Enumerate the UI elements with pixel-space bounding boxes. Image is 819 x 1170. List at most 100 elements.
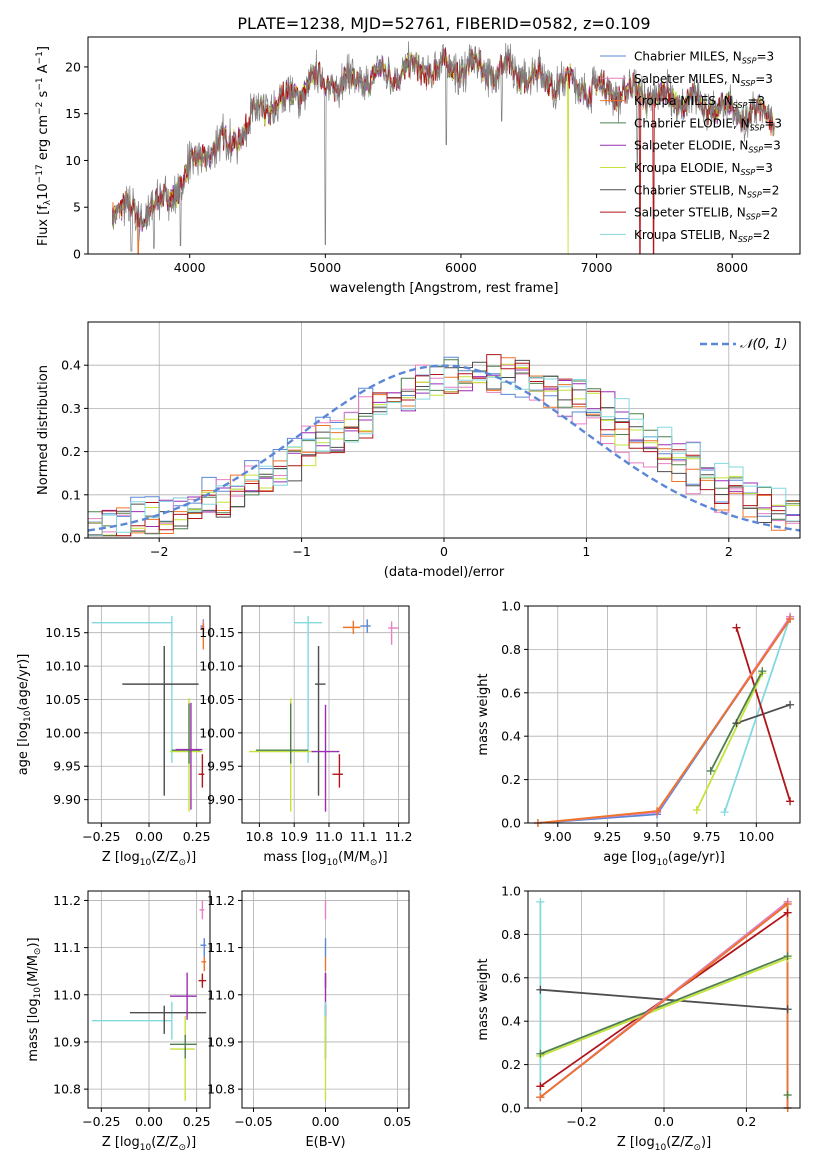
- mass-vs-ebv-panel: −0.05 0.00 0.05 10.8 10.9 11.0 11.1 11.2 E(B-V): [207, 890, 412, 1150]
- x-tick-label: −0.05: [234, 1114, 272, 1129]
- y-tick-label: 10.00: [45, 725, 81, 740]
- y-tick-label: 11.1: [53, 940, 81, 955]
- x-axis-label: wavelength [Angstrom, rest frame]: [330, 281, 559, 296]
- y-tick-label: 9.95: [53, 759, 81, 774]
- x-axis-label: Z [log10(Z/Z⊙)]: [102, 1135, 196, 1153]
- mw-marker-kroupa_stelib: [720, 808, 729, 817]
- x-tick-label: 10.8: [245, 829, 273, 844]
- y-tick-label: 9.90: [207, 792, 235, 807]
- hist-kroupa_stelib: [88, 364, 800, 537]
- x-tick-label: 11.2: [385, 829, 413, 844]
- mw-marker-kroupa_miles: [786, 615, 795, 624]
- y-tick-label: 10.9: [207, 1034, 235, 1049]
- y-tick-label: 0.4: [61, 358, 81, 373]
- y-tick-label: 9.90: [53, 792, 81, 807]
- mw-marker-salpeter_stelib: [536, 1082, 545, 1091]
- x-axis-label: age [log10(age/yr)]: [603, 850, 725, 868]
- plot-area: [91, 616, 205, 812]
- mw-marker-chabrier_elodie: [706, 766, 715, 775]
- x-tick-label: 9.50: [643, 829, 671, 844]
- x-tick-label: −1: [292, 544, 310, 559]
- legend-label-gaussian: 𝒩(0, 1): [740, 337, 787, 352]
- y-axis-label: mass weight: [476, 673, 491, 755]
- y-tick-label: 0.0: [501, 816, 521, 831]
- plot-area: [111, 41, 775, 254]
- axes-frame: [527, 605, 801, 824]
- mw-marker-chabrier_elodie: [536, 1049, 545, 1058]
- y-tick-label: 10.05: [199, 692, 235, 707]
- y-tick-label: 20: [65, 59, 81, 74]
- mw-marker-chabrier_stelib: [786, 700, 795, 709]
- mw-line-chabrier_miles: [537, 616, 791, 823]
- x-tick-label: 11.1: [350, 829, 378, 844]
- x-tick-label: 11.0: [315, 829, 343, 844]
- y-tick-label: 0: [73, 247, 81, 262]
- y-tick-label: 10.10: [45, 659, 81, 674]
- x-axis-label: (data-model)/error: [384, 565, 505, 580]
- massweight-vs-age-panel: 9.00 9.25 9.50 9.75 10.00 0.0 0.2 0.4 0.6 0.8 1.0 a…: [476, 599, 801, 868]
- y-tick-label: 10.00: [199, 725, 235, 740]
- x-axis-label: Z [log10(Z/Z⊙)]: [617, 1135, 711, 1153]
- y-tick-label: 0.2: [501, 772, 521, 787]
- y-tick-label: 10.8: [53, 1082, 81, 1097]
- y-tick-label: 10.15: [45, 625, 81, 640]
- mw-line-kroupa_stelib: [723, 616, 791, 813]
- age-vs-mass-panel: 10.8 10.9 11.0 11.1 11.2 9.90 9.95 10.00 10.05 10…: [199, 605, 413, 868]
- legend-label-salpeter_stelib: Salpeter STELIB, NSSP=2: [634, 206, 778, 222]
- x-tick-label: 0.00: [312, 1114, 340, 1129]
- x-tick-label: −2: [150, 544, 168, 559]
- legend-label-kroupa_elodie: Kroupa ELODIE, NSSP=3: [634, 161, 773, 177]
- x-tick-label: 0.00: [135, 829, 163, 844]
- y-tick-label: 0.4: [501, 729, 521, 744]
- x-tick-label: 9.25: [593, 829, 621, 844]
- mw-marker-chabrier_stelib: [783, 1005, 792, 1014]
- x-tick-label: 0.00: [135, 1114, 163, 1129]
- y-tick-label: 0.6: [501, 970, 521, 985]
- plot-area: [248, 616, 399, 812]
- legend-label-kroupa_miles: Kroupa MILES, NSSP=3: [634, 94, 765, 110]
- x-tick-label: 2: [725, 544, 733, 559]
- y-axis-label: age [log10(age/yr)]: [16, 654, 33, 776]
- mw-marker-chabrier_stelib: [732, 719, 741, 728]
- x-tick-label: 0.05: [384, 1114, 412, 1129]
- x-axis-label: E(B-V): [305, 1135, 345, 1150]
- spectrum-panel: 4000 5000 6000 7000 8000 0 5 10 15 20 wavelength […: [35, 36, 801, 296]
- y-tick-label: 0.0: [501, 1101, 521, 1116]
- hist-kroupa_elodie: [88, 363, 800, 537]
- x-tick-label: 9.00: [544, 829, 572, 844]
- mw-marker-salpeter_stelib: [783, 908, 792, 917]
- y-tick-label: 11.0: [207, 987, 235, 1002]
- y-tick-label: 10.05: [45, 692, 81, 707]
- plot-area: [539, 900, 789, 1108]
- y-tick-label: 0.6: [501, 685, 521, 700]
- mw-marker-chabrier_elodie: [783, 1090, 792, 1099]
- gaussian-curve: [88, 364, 800, 532]
- y-tick-label: 10: [65, 153, 81, 168]
- x-tick-label: 4000: [174, 260, 206, 275]
- x-tick-label: −0.25: [82, 1114, 120, 1129]
- x-tick-label: 0.25: [183, 829, 211, 844]
- x-tick-label: 0: [440, 544, 448, 559]
- spectrum-observed: [112, 41, 775, 252]
- legend-label-chabrier_stelib: Chabrier STELIB, NSSP=2: [634, 183, 779, 199]
- x-tick-label: 8000: [716, 260, 748, 275]
- mw-marker-kroupa_stelib: [536, 897, 545, 906]
- mw-marker-kroupa_miles: [653, 807, 662, 816]
- y-tick-label: 5: [73, 200, 81, 215]
- x-tick-label: 1: [582, 544, 590, 559]
- mw-line-salpeter_stelib: [735, 627, 791, 802]
- y-axis-label: Normed distribution: [36, 365, 51, 495]
- plot-area: [537, 616, 791, 823]
- y-tick-label: 11.2: [207, 893, 235, 908]
- y-tick-label: 11.2: [53, 893, 81, 908]
- x-tick-label: 9.75: [693, 829, 721, 844]
- mw-line-kroupa_elodie: [695, 672, 764, 811]
- y-tick-label: 11.1: [207, 940, 235, 955]
- mw-marker-chabrier_elodie: [783, 952, 792, 961]
- mw-marker-salpeter_stelib: [786, 797, 795, 806]
- y-tick-label: 11.0: [53, 987, 81, 1002]
- mw-marker-kroupa_miles: [536, 1093, 545, 1102]
- mw-marker-chabrier_stelib: [536, 985, 545, 994]
- y-tick-label: 1.0: [501, 884, 521, 899]
- mw-line-salpeter_miles: [537, 616, 791, 823]
